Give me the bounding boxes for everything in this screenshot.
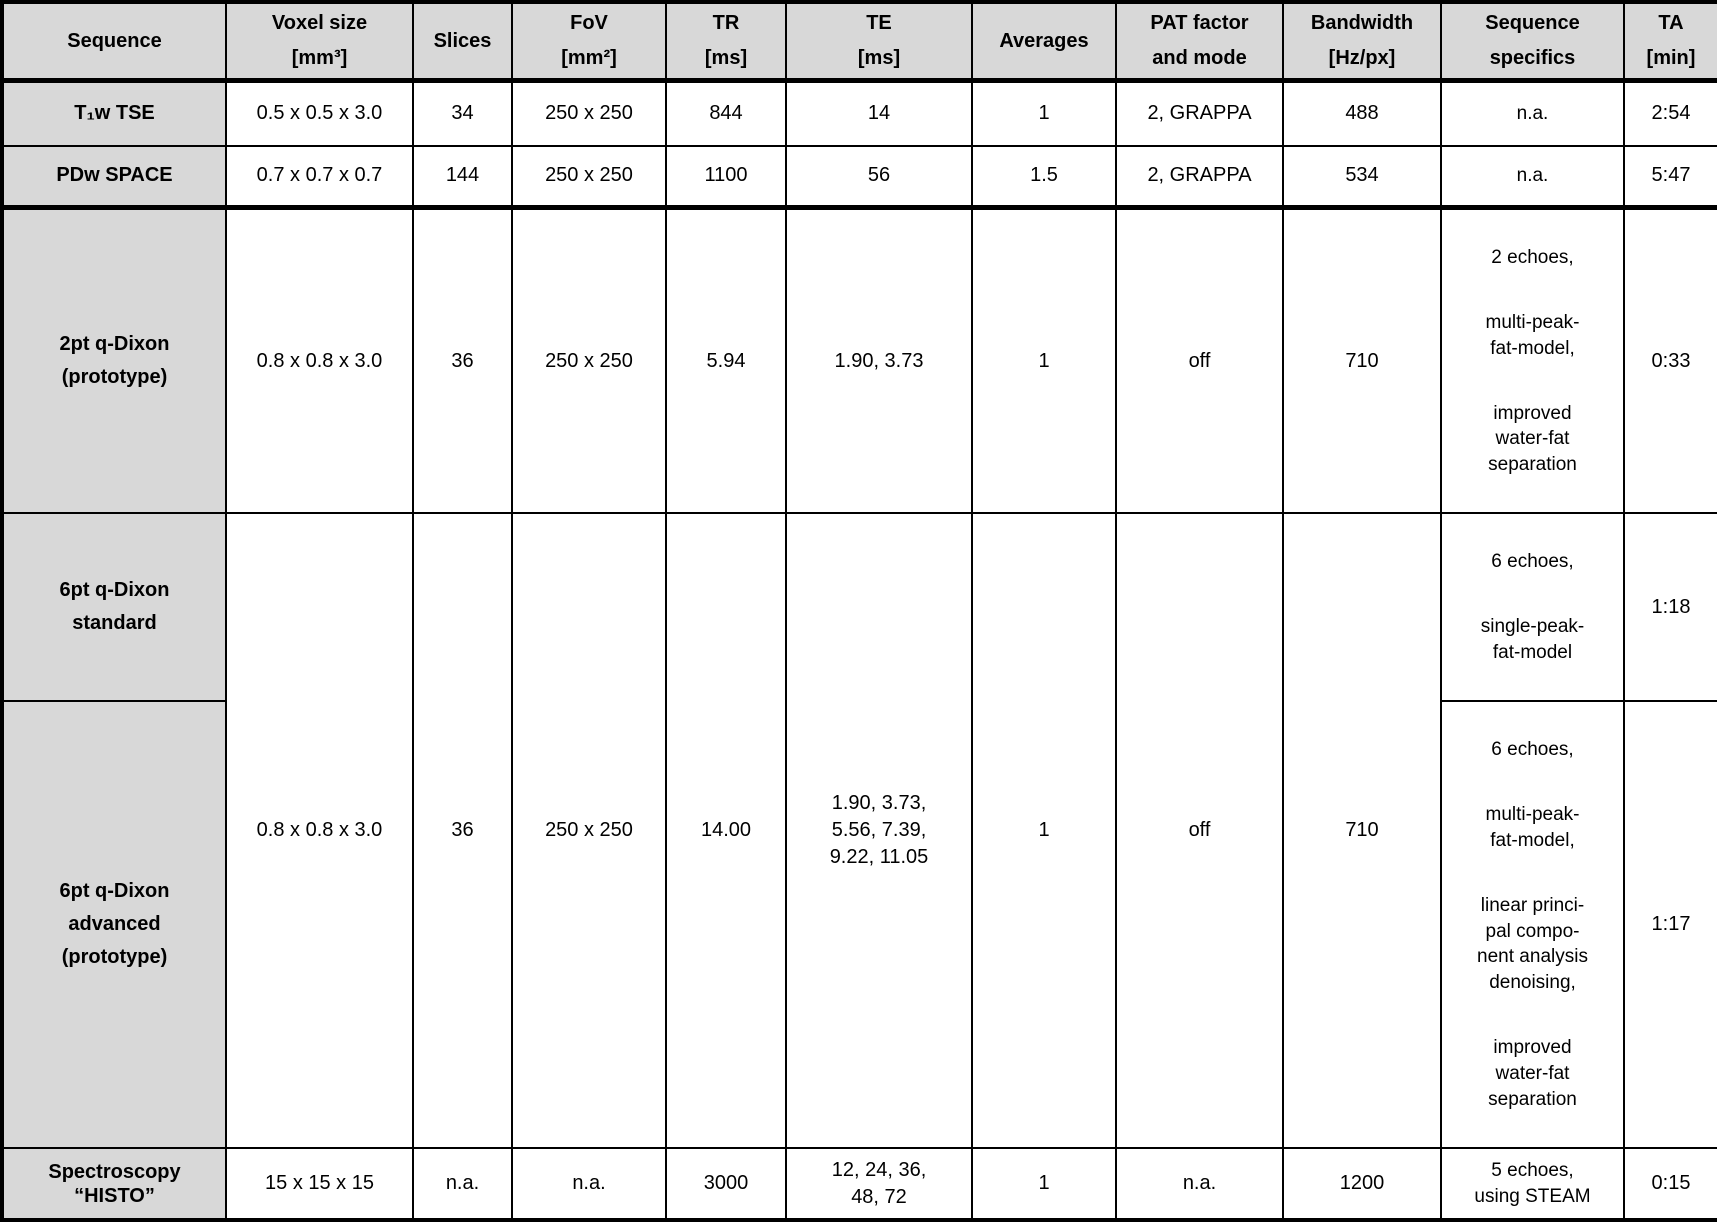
dixon2pt-slices-cell: 36 bbox=[412, 206, 513, 515]
dixon2pt-averages-cell: 1 bbox=[971, 206, 1117, 515]
specifics-paragraph: 6 echoes, bbox=[1491, 738, 1574, 760]
dixon6std-specifics-cell: 6 echoes, single-peak- fat-model bbox=[1440, 512, 1625, 703]
pdw-ta-cell: 5:47 bbox=[1623, 144, 1717, 210]
dixon2pt-pat-cell: off bbox=[1115, 206, 1284, 515]
header-pat-factor: PAT factor and mode bbox=[1115, 1, 1284, 83]
dixon6adv-specifics-cell: 6 echoes, multi-peak- fat-model, linear … bbox=[1440, 700, 1625, 1149]
pdw-specifics-cell: n.a. bbox=[1440, 144, 1625, 210]
t1w-pat-cell: 2, GRAPPA bbox=[1115, 79, 1284, 147]
t1w-specifics-cell: n.a. bbox=[1440, 79, 1625, 147]
dixon6-pat-cell: off bbox=[1115, 512, 1284, 1149]
dixon6-te-cell: 1.90, 3.73, 5.56, 7.39, 9.22, 11.05 bbox=[785, 512, 973, 1149]
spectroscopy-fov-cell: n.a. bbox=[511, 1146, 667, 1222]
dixon2pt-tr-cell: 5.94 bbox=[665, 206, 787, 515]
dixon6-slices-cell: 36 bbox=[412, 512, 513, 1149]
header-sequence-specifics: Sequence specifics bbox=[1440, 1, 1625, 83]
specifics-paragraph: improved water-fat separation bbox=[1488, 402, 1577, 476]
header-sequence: Sequence bbox=[1, 1, 227, 83]
specifics-paragraph: 6 echoes, bbox=[1491, 551, 1574, 573]
t1w-sequence-cell: T₁w TSE bbox=[1, 79, 227, 147]
pdw-averages-cell: 1.5 bbox=[971, 144, 1117, 210]
dixon6-bandwidth-cell: 710 bbox=[1282, 512, 1442, 1149]
specifics-paragraph: n.a. bbox=[1516, 164, 1549, 186]
header-slices: Slices bbox=[412, 1, 513, 83]
row-6pt-q-dixon-standard: 6pt q-Dixon standard 0.8 x 0.8 x 3.0 36 … bbox=[1, 512, 1717, 1149]
spectroscopy-tr-cell: 3000 bbox=[665, 1146, 787, 1222]
dixon6-averages-cell: 1 bbox=[971, 512, 1117, 1149]
specifics-paragraph: multi-peak- fat-model, bbox=[1485, 311, 1580, 359]
spectroscopy-specifics-cell: 5 echoes, using STEAM bbox=[1440, 1146, 1625, 1222]
dixon2pt-bandwidth-cell: 710 bbox=[1282, 206, 1442, 515]
t1w-fov-cell: 250 x 250 bbox=[511, 79, 667, 147]
spectroscopy-pat-cell: n.a. bbox=[1115, 1146, 1284, 1222]
pdw-fov-cell: 250 x 250 bbox=[511, 144, 667, 210]
row-spectroscopy-histo: Spectroscopy “HISTO” 15 x 15 x 15 n.a. n… bbox=[1, 1146, 1717, 1222]
header-voxel-size: Voxel size [mm³] bbox=[225, 1, 414, 83]
dixon6adv-ta-cell: 1:17 bbox=[1623, 700, 1717, 1149]
pdw-bandwidth-cell: 534 bbox=[1282, 144, 1442, 210]
t1w-tr-cell: 844 bbox=[665, 79, 787, 147]
dixon6-voxel-cell: 0.8 x 0.8 x 3.0 bbox=[225, 512, 414, 1149]
header-bandwidth: Bandwidth [Hz/px] bbox=[1282, 1, 1442, 83]
spectroscopy-ta-cell: 0:15 bbox=[1623, 1146, 1717, 1222]
t1w-bandwidth-cell: 488 bbox=[1282, 79, 1442, 147]
header-averages: Averages bbox=[971, 1, 1117, 83]
pdw-te-cell: 56 bbox=[785, 144, 973, 210]
t1w-slices-cell: 34 bbox=[412, 79, 513, 147]
spectroscopy-te-cell: 12, 24, 36, 48, 72 bbox=[785, 1146, 973, 1222]
header-fov: FoV [mm²] bbox=[511, 1, 667, 83]
dixon2pt-sequence-cell: 2pt q-Dixon (prototype) bbox=[1, 206, 227, 515]
specifics-paragraph: linear princi- pal compo- nent analysis … bbox=[1477, 895, 1588, 994]
pdw-slices-cell: 144 bbox=[412, 144, 513, 210]
spectroscopy-sequence-cell: Spectroscopy “HISTO” bbox=[1, 1146, 227, 1222]
row-t1w-tse: T₁w TSE 0.5 x 0.5 x 3.0 34 250 x 250 844… bbox=[1, 79, 1717, 147]
row-pdw-space: PDw SPACE 0.7 x 0.7 x 0.7 144 250 x 250 … bbox=[1, 144, 1717, 210]
dixon2pt-fov-cell: 250 x 250 bbox=[511, 206, 667, 515]
dixon6std-sequence-cell: 6pt q-Dixon standard bbox=[1, 512, 227, 703]
dixon6-fov-cell: 250 x 250 bbox=[511, 512, 667, 1149]
pdw-voxel-cell: 0.7 x 0.7 x 0.7 bbox=[225, 144, 414, 210]
t1w-voxel-cell: 0.5 x 0.5 x 3.0 bbox=[225, 79, 414, 147]
dixon6adv-sequence-cell: 6pt q-Dixon advanced (prototype) bbox=[1, 700, 227, 1149]
specifics-paragraph: 2 echoes, bbox=[1491, 246, 1574, 268]
t1w-te-cell: 14 bbox=[785, 79, 973, 147]
pdw-pat-cell: 2, GRAPPA bbox=[1115, 144, 1284, 210]
specifics-paragraph: n.a. bbox=[1516, 102, 1549, 124]
dixon2pt-ta-cell: 0:33 bbox=[1623, 206, 1717, 515]
dixon2pt-specifics-cell: 2 echoes, multi-peak- fat-model, improve… bbox=[1440, 206, 1625, 515]
t1w-averages-cell: 1 bbox=[971, 79, 1117, 147]
spectroscopy-bandwidth-cell: 1200 bbox=[1282, 1146, 1442, 1222]
spectroscopy-averages-cell: 1 bbox=[971, 1146, 1117, 1222]
spectroscopy-voxel-cell: 15 x 15 x 15 bbox=[225, 1146, 414, 1222]
pdw-sequence-cell: PDw SPACE bbox=[1, 144, 227, 210]
header-tr: TR [ms] bbox=[665, 1, 787, 83]
header-ta: TA [min] bbox=[1623, 1, 1717, 83]
row-2pt-q-dixon: 2pt q-Dixon (prototype) 0.8 x 0.8 x 3.0 … bbox=[1, 206, 1717, 515]
specifics-paragraph: single-peak- fat-model bbox=[1480, 616, 1585, 663]
spectroscopy-slices-cell: n.a. bbox=[412, 1146, 513, 1222]
t1w-ta-cell: 2:54 bbox=[1623, 79, 1717, 147]
dixon6-tr-cell: 14.00 bbox=[665, 512, 787, 1149]
header-row: Sequence Voxel size [mm³] Slices FoV [mm… bbox=[1, 1, 1717, 83]
pdw-tr-cell: 1100 bbox=[665, 144, 787, 210]
header-te: TE [ms] bbox=[785, 1, 973, 83]
dixon2pt-te-cell: 1.90, 3.73 bbox=[785, 206, 973, 515]
specifics-paragraph: 5 echoes, using STEAM bbox=[1474, 1159, 1591, 1207]
specifics-paragraph: improved water-fat separation bbox=[1488, 1037, 1577, 1110]
dixon6std-ta-cell: 1:18 bbox=[1623, 512, 1717, 703]
dixon2pt-voxel-cell: 0.8 x 0.8 x 3.0 bbox=[225, 206, 414, 515]
specifics-paragraph: multi-peak- fat-model, bbox=[1485, 804, 1580, 851]
